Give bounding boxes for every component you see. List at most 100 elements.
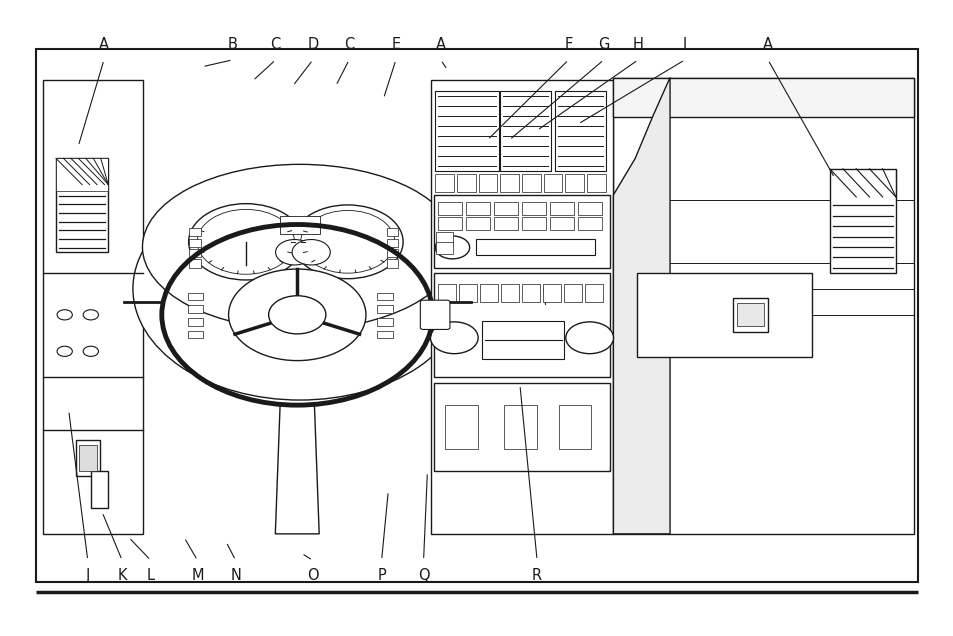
Bar xyxy=(578,217,601,230)
Text: I: I xyxy=(682,37,686,52)
Bar xyxy=(189,238,200,247)
Circle shape xyxy=(189,204,303,280)
Bar xyxy=(494,202,517,216)
Circle shape xyxy=(269,296,326,334)
Text: C: C xyxy=(271,37,280,52)
Text: A: A xyxy=(99,37,109,52)
Bar xyxy=(56,158,108,191)
Bar xyxy=(613,78,913,534)
Bar xyxy=(377,305,393,313)
Text: J: J xyxy=(86,568,90,583)
Bar xyxy=(188,318,203,326)
Bar xyxy=(555,90,605,171)
Bar xyxy=(189,228,200,237)
Bar xyxy=(549,217,574,230)
Circle shape xyxy=(435,236,469,259)
Text: P: P xyxy=(376,568,386,583)
Bar xyxy=(476,238,595,255)
Bar xyxy=(445,404,477,449)
Bar xyxy=(377,331,393,338)
Bar xyxy=(56,158,108,252)
Bar xyxy=(434,273,609,377)
Bar xyxy=(521,284,539,302)
Polygon shape xyxy=(275,405,319,534)
Bar xyxy=(279,216,319,234)
Text: C: C xyxy=(344,37,354,52)
Text: K: K xyxy=(117,568,127,583)
Text: A: A xyxy=(436,37,445,52)
Bar xyxy=(434,383,609,471)
Bar xyxy=(434,195,609,268)
Circle shape xyxy=(83,310,98,320)
Bar xyxy=(43,80,143,534)
Circle shape xyxy=(565,322,613,354)
Text: N: N xyxy=(230,568,241,583)
Text: Q: Q xyxy=(417,568,429,583)
Bar xyxy=(499,174,518,192)
Bar xyxy=(637,273,811,357)
Bar xyxy=(521,202,545,216)
Text: O: O xyxy=(307,568,318,583)
Bar xyxy=(481,321,563,359)
Text: F: F xyxy=(564,37,572,52)
Bar xyxy=(377,293,393,300)
Bar xyxy=(542,284,560,302)
Bar xyxy=(494,217,517,230)
Circle shape xyxy=(57,310,72,320)
Circle shape xyxy=(229,269,366,361)
Bar xyxy=(189,249,200,258)
Bar xyxy=(578,202,601,216)
Bar xyxy=(435,174,454,192)
Text: G: G xyxy=(598,37,609,52)
Bar xyxy=(189,259,200,268)
Bar xyxy=(76,440,99,476)
Bar xyxy=(436,242,453,254)
Text: L: L xyxy=(147,568,154,583)
Circle shape xyxy=(293,205,403,279)
Bar xyxy=(456,174,476,192)
Bar xyxy=(733,298,767,331)
Bar xyxy=(478,174,497,192)
Ellipse shape xyxy=(142,164,456,329)
Bar xyxy=(466,217,490,230)
Bar xyxy=(503,404,536,449)
Bar xyxy=(613,78,913,116)
Bar xyxy=(543,174,562,192)
Bar xyxy=(387,238,398,247)
Bar xyxy=(78,445,97,471)
Circle shape xyxy=(83,346,98,356)
Polygon shape xyxy=(613,78,669,534)
Bar xyxy=(437,202,462,216)
Bar xyxy=(586,174,605,192)
Bar xyxy=(584,284,602,302)
Bar xyxy=(737,303,763,326)
Bar xyxy=(565,174,583,192)
Bar xyxy=(387,249,398,258)
Bar xyxy=(430,80,613,534)
Bar xyxy=(387,259,398,268)
Bar xyxy=(437,217,462,230)
Bar xyxy=(91,471,108,508)
FancyBboxPatch shape xyxy=(420,300,450,329)
Bar xyxy=(558,404,591,449)
Bar xyxy=(435,90,498,171)
Bar xyxy=(499,90,551,171)
Circle shape xyxy=(292,240,330,265)
Circle shape xyxy=(132,177,466,400)
Bar xyxy=(436,232,453,244)
Circle shape xyxy=(197,209,294,274)
Text: R: R xyxy=(532,568,541,583)
Circle shape xyxy=(430,322,477,354)
Bar xyxy=(188,305,203,313)
Bar xyxy=(521,174,540,192)
Text: A: A xyxy=(762,37,772,52)
Bar xyxy=(500,284,518,302)
Bar xyxy=(563,284,581,302)
Bar xyxy=(458,284,476,302)
Bar xyxy=(549,202,574,216)
Bar xyxy=(387,228,398,237)
Bar xyxy=(466,202,490,216)
Circle shape xyxy=(57,346,72,356)
Text: D: D xyxy=(307,37,318,52)
Circle shape xyxy=(275,240,314,265)
